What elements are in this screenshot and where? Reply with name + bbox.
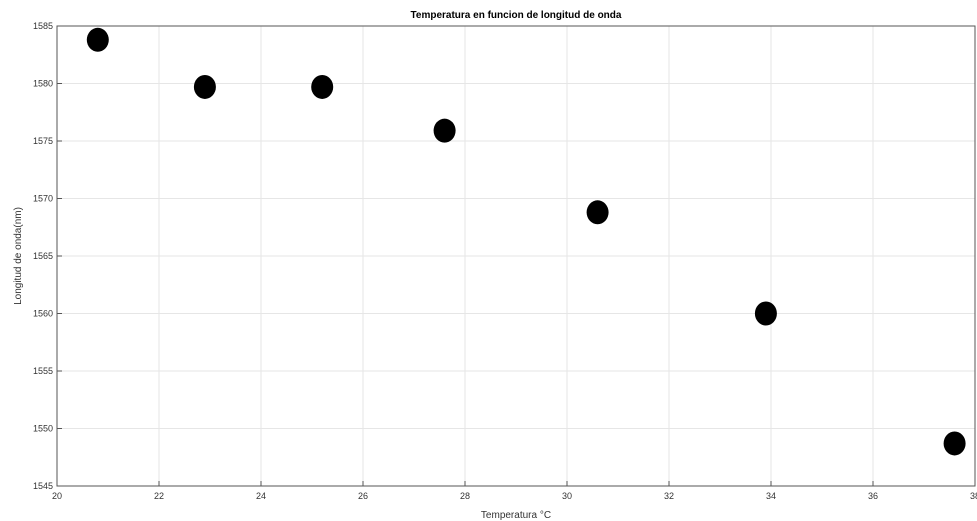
y-tick-label: 1580 (33, 79, 53, 89)
axis-ticks: 20 22 24 26 28 30 32 34 36 38 1545 1550 1555 1560 1565… (33, 21, 977, 501)
x-tick-label: 38 (970, 491, 977, 501)
y-tick-label: 1575 (33, 136, 53, 146)
x-tick-label: 26 (358, 491, 368, 501)
x-tick-label: 28 (460, 491, 470, 501)
y-tick-label: 1555 (33, 366, 53, 376)
y-tick-label: 1585 (33, 21, 53, 31)
data-point (193, 74, 216, 99)
y-tick-label: 1550 (33, 424, 53, 434)
y-tick-label: 1565 (33, 251, 53, 261)
x-tick-label: 22 (154, 491, 164, 501)
data-point (311, 74, 334, 99)
data-point (433, 118, 456, 143)
x-tick-label: 36 (868, 491, 878, 501)
data-points (86, 27, 966, 456)
data-point (754, 301, 777, 326)
y-tick-label: 1560 (33, 309, 53, 319)
x-tick-label: 32 (664, 491, 674, 501)
x-tick-label: 20 (52, 491, 62, 501)
x-axis-label: Temperatura °C (481, 510, 551, 521)
x-tick-label: 30 (562, 491, 572, 501)
y-axis-label: Longitud de onda(nm) (13, 207, 24, 305)
y-tick-label: 1570 (33, 194, 53, 204)
x-tick-label: 34 (766, 491, 776, 501)
data-point (86, 27, 109, 52)
data-point (586, 200, 609, 225)
data-point (943, 431, 966, 456)
x-tick-label: 24 (256, 491, 266, 501)
chart-title: Temperatura en funcion de longitud de on… (411, 10, 622, 21)
grid (56, 25, 976, 487)
y-tick-label: 1545 (33, 481, 53, 491)
